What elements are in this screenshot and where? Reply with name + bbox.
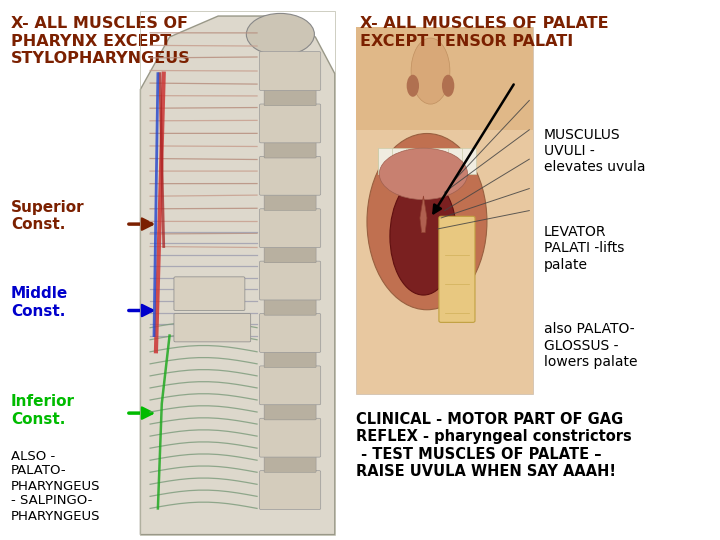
FancyBboxPatch shape (259, 418, 320, 457)
FancyBboxPatch shape (264, 298, 316, 315)
FancyBboxPatch shape (174, 277, 245, 310)
Ellipse shape (411, 38, 450, 104)
FancyBboxPatch shape (259, 157, 320, 195)
FancyBboxPatch shape (259, 471, 320, 510)
FancyBboxPatch shape (264, 194, 316, 211)
Text: Inferior
Const.: Inferior Const. (11, 394, 75, 427)
Text: LEVATOR
PALATI -lifts
palate: LEVATOR PALATI -lifts palate (544, 225, 624, 272)
Text: X- ALL MUSCLES OF PALATE
EXCEPT TENSOR PALATI: X- ALL MUSCLES OF PALATE EXCEPT TENSOR P… (360, 16, 608, 49)
FancyBboxPatch shape (259, 209, 320, 247)
Ellipse shape (246, 14, 315, 55)
Ellipse shape (390, 178, 457, 295)
Ellipse shape (379, 148, 467, 200)
Text: X- ALL MUSCLES OF
PHARYNX EXCEPT
STYLOPHARYNGEUS: X- ALL MUSCLES OF PHARYNX EXCEPT STYLOPH… (11, 16, 191, 66)
FancyBboxPatch shape (439, 217, 475, 322)
Ellipse shape (407, 75, 419, 97)
Bar (377, 148, 477, 174)
Polygon shape (140, 16, 335, 535)
FancyBboxPatch shape (264, 246, 316, 263)
Text: CLINICAL - MOTOR PART OF GAG
REFLEX - pharyngeal constrictors
 - TEST MUSCLES OF: CLINICAL - MOTOR PART OF GAG REFLEX - ph… (356, 412, 632, 479)
FancyBboxPatch shape (259, 104, 320, 143)
Ellipse shape (442, 75, 454, 97)
FancyBboxPatch shape (259, 261, 320, 300)
Bar (356, 27, 533, 130)
FancyBboxPatch shape (264, 141, 316, 158)
FancyBboxPatch shape (264, 89, 316, 106)
FancyBboxPatch shape (259, 52, 320, 90)
FancyBboxPatch shape (264, 403, 316, 420)
Bar (356, 27, 533, 394)
Text: also PALATO-
GLOSSUS -
lowers palate: also PALATO- GLOSSUS - lowers palate (544, 322, 637, 369)
Text: ALSO -
PALATO-
PHARYNGEUS
- SALPINGO-
PHARYNGEUS: ALSO - PALATO- PHARYNGEUS - SALPINGO- PH… (11, 449, 100, 523)
Bar (140, 11, 335, 535)
FancyBboxPatch shape (259, 314, 320, 352)
FancyBboxPatch shape (259, 366, 320, 405)
Polygon shape (420, 196, 427, 233)
Text: MUSCULUS
UVULI -
elevates uvula: MUSCULUS UVULI - elevates uvula (544, 128, 645, 174)
FancyBboxPatch shape (174, 314, 251, 342)
Ellipse shape (367, 133, 487, 310)
Text: Middle
Const.: Middle Const. (11, 286, 68, 319)
FancyBboxPatch shape (264, 351, 316, 368)
FancyBboxPatch shape (264, 455, 316, 472)
Text: Superior
Const.: Superior Const. (11, 200, 84, 232)
